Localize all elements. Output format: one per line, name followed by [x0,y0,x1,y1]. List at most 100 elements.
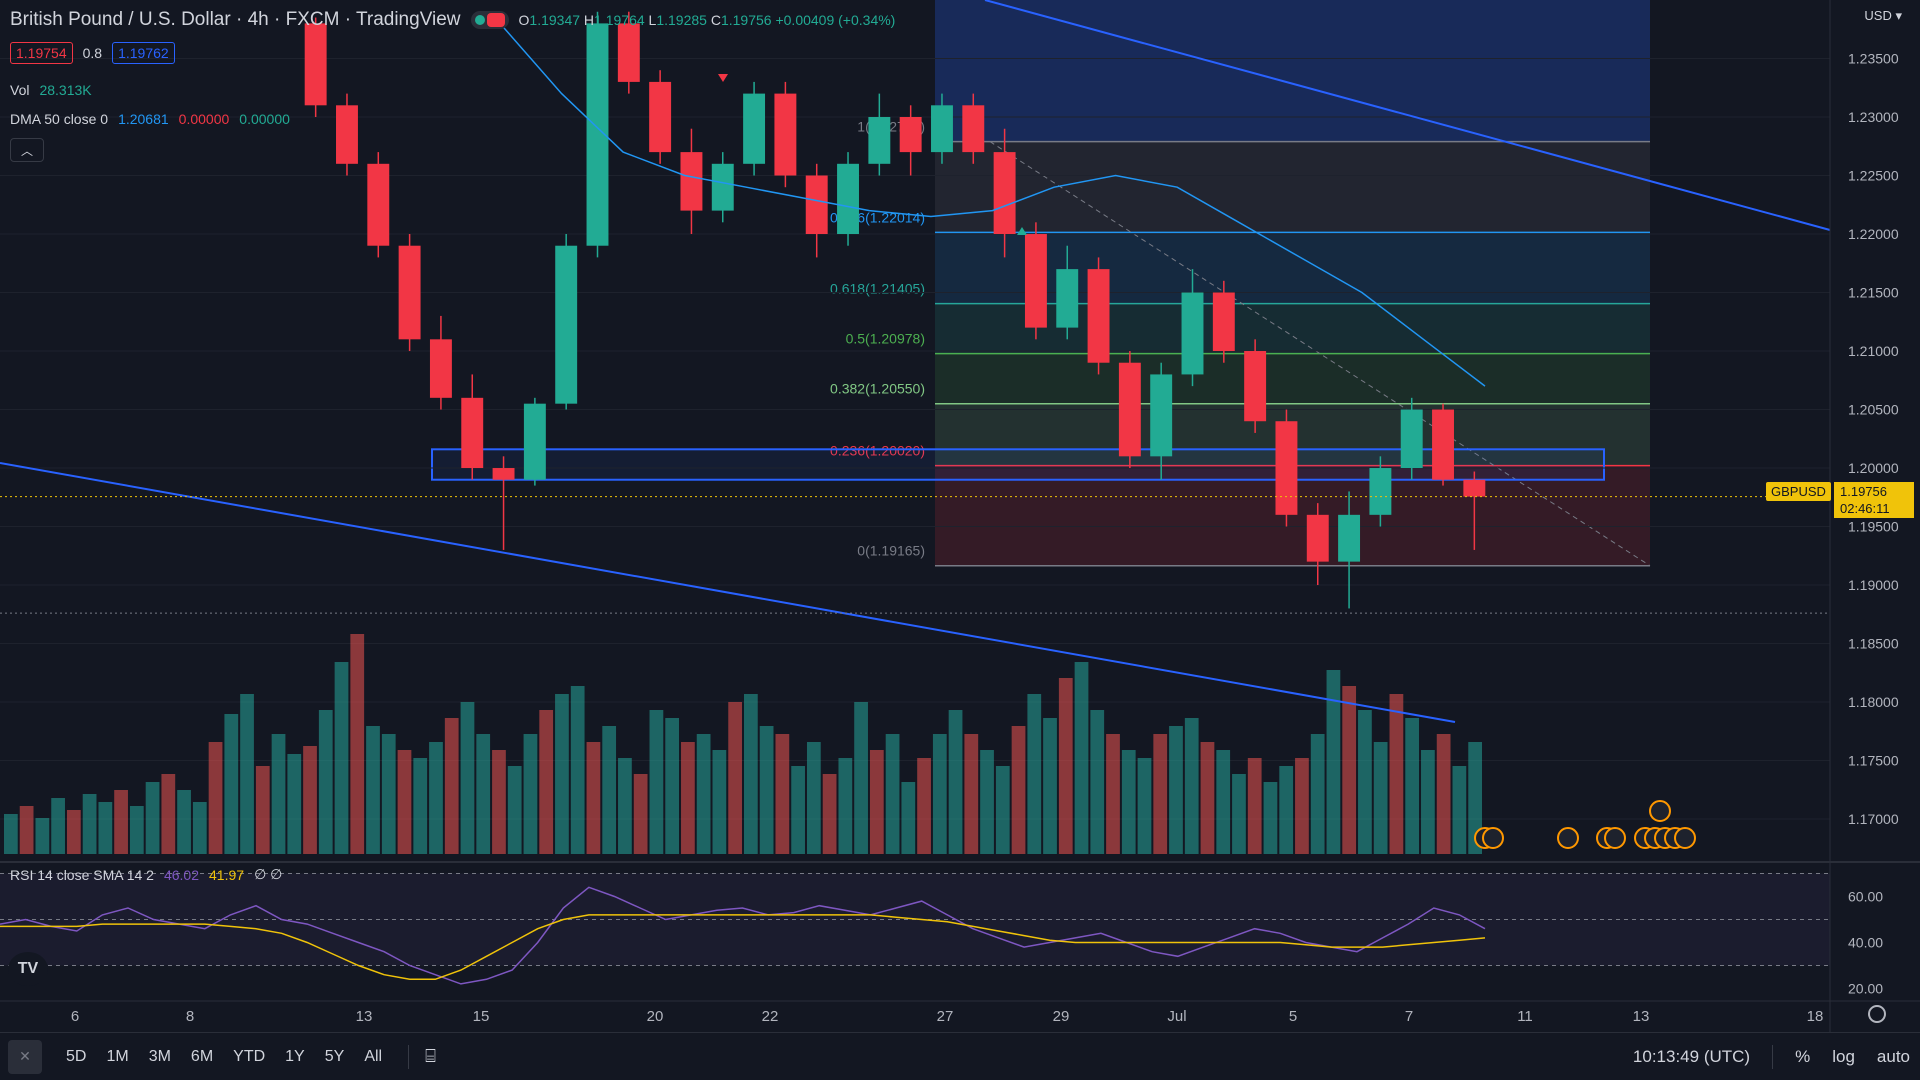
event-flag-icon [1649,800,1671,822]
candle-body [1056,269,1079,328]
rsi-value: 46.02 [163,866,200,883]
range-ytd-button[interactable]: YTD [233,1047,266,1065]
percent-scale-button[interactable]: % [1795,1047,1811,1066]
volume-bar [539,710,554,854]
date-range-icon[interactable]: ⌸ [425,1046,436,1066]
candle-body [837,163,859,235]
volume-bar [1310,734,1325,854]
volume-bar [728,702,742,854]
dma-legend[interactable]: DMA 50 close 0 1.20681 0.00000 0.00000 [10,111,290,127]
volume-bar [1279,766,1294,854]
candle-body [868,117,891,164]
fib-level-label: 0.5(1.20978) [846,331,925,347]
volume-bar [744,694,758,854]
range-5y-button[interactable]: 5Y [324,1047,345,1065]
dma-value-3: 0.00000 [239,111,290,127]
volume-bar [397,750,412,854]
range-6m-button[interactable]: 6M [190,1047,214,1065]
price-axis-tick: 1.20500 [1848,402,1899,418]
close-icon[interactable]: ✕ [8,1039,42,1074]
volume-bar [869,750,884,854]
volume-bar [649,710,664,854]
volume-bar [1200,742,1215,854]
bid-price-button[interactable]: 1.19754 [10,42,73,64]
range-1y-button[interactable]: 1Y [285,1047,305,1065]
tradingview-logo-icon[interactable]: TV [8,952,48,986]
toolbar-divider [408,1044,410,1069]
volume-bar [82,794,97,854]
dma-label: DMA 50 close 0 [10,111,109,127]
vol-legend[interactable]: Vol 28.313K [10,82,92,98]
range-5d-button[interactable]: 5D [66,1047,87,1065]
volume-bar [1074,662,1089,854]
candle-body [805,175,828,235]
volume-bar [145,782,160,854]
high-label: H [583,12,595,28]
volume-bar [586,742,601,854]
volume-bar [271,734,286,854]
event-flag-icon [1557,827,1579,849]
time-axis-tick: 6 [71,1008,79,1025]
log-scale-button[interactable]: log [1832,1047,1855,1066]
volume-bar [476,734,491,854]
market-open-dot-icon [474,15,485,25]
volume-bar [460,702,475,854]
volume-bar [4,814,18,854]
open-label: O [518,12,530,28]
volume-bar [555,694,569,854]
candle-body [398,245,421,340]
range-3m-button[interactable]: 3M [148,1047,171,1065]
ask-price-button[interactable]: 1.19762 [112,42,175,64]
time-axis-tick: 5 [1289,1008,1297,1025]
utc-clock[interactable]: 10:13:49 (UTC) [1632,1047,1751,1066]
buy-marker-icon [1017,227,1027,235]
volume-bar [429,742,443,854]
volume-bar [350,634,365,854]
time-range-buttons: 5D 1M 3M 6M YTD 1Y 5Y All [56,1048,392,1066]
toolbar-divider-2 [1772,1045,1774,1069]
dma50-line [499,22,1486,387]
range-all-button[interactable]: All [364,1047,383,1065]
close-label: C [710,12,721,28]
candle-body [899,117,922,153]
volume-bar [1169,726,1183,854]
rsi-legend[interactable]: RSI 14 close SMA 14 2 46.02 41.97 ∅ ∅ [10,866,282,883]
volume-bar [775,734,790,854]
time-axis-tick: 20 [647,1008,664,1025]
price-axis-tick: 1.17000 [1848,811,1899,827]
toggle-indicator[interactable] [470,11,509,29]
candle-body [1400,409,1423,469]
chevron-up-icon: ︿ [20,143,33,158]
time-axis-tick: 27 [937,1008,954,1025]
auto-scale-button[interactable]: auto [1876,1047,1910,1066]
volume-bar [507,766,522,854]
range-1m-button[interactable]: 1M [106,1047,129,1065]
volume-bar [1373,742,1388,854]
fib-zone [935,353,1650,404]
volume-bar [1106,734,1120,854]
currency-selector[interactable]: USD ▾ [1864,8,1902,24]
volume-bar [35,818,50,854]
candle-body [617,23,640,82]
fib-level-label: 0(1.19165) [857,543,925,559]
chart-canvas[interactable]: 1(1.22790)0.786(1.22014)0.618(1.21405)0.… [0,0,1920,1032]
vol-value: 28.313K [39,82,92,98]
support-zone-box [431,448,1605,481]
candle-body [523,403,546,480]
volume-bar [759,726,774,854]
volume-bar [192,802,207,854]
symbol-title[interactable]: British Pound / U.S. Dollar · 4h · FXCM … [10,9,461,30]
volume-bar [791,766,805,854]
volume-bar [980,750,994,854]
time-axis-tick: 15 [473,1008,490,1025]
price-axis-tick: 1.23500 [1848,51,1899,67]
dma-value-2: 0.00000 [178,111,230,127]
currency-label: USD [1864,8,1892,23]
volume-bar [1342,686,1357,854]
time-axis-tick: 18 [1807,1008,1824,1025]
event-flag-icon [1674,827,1696,849]
open-value: 1.19347 [529,12,581,28]
collapse-legend-button[interactable]: ︿ [10,138,44,162]
candle-body [680,152,703,211]
volume-bar [901,782,916,854]
